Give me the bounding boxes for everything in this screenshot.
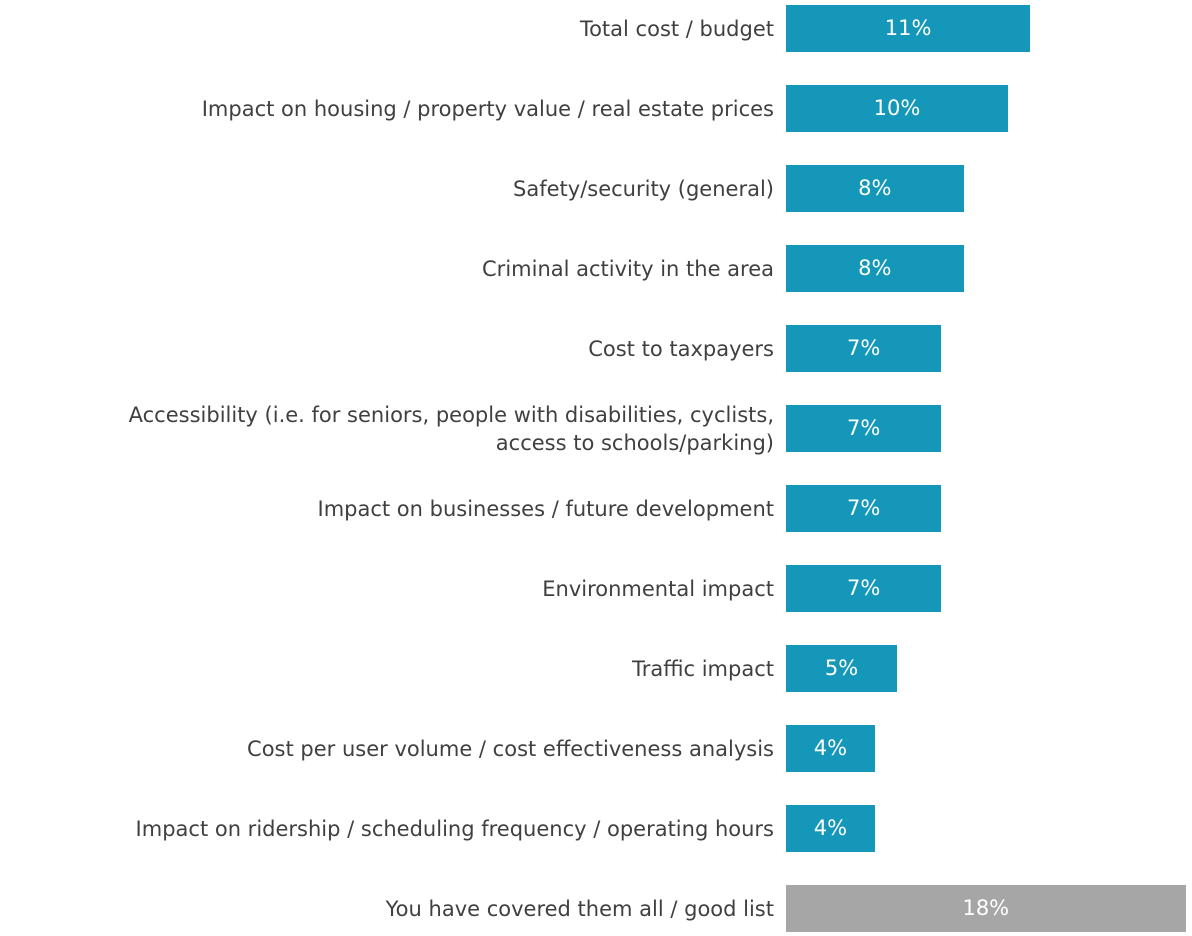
value-label: 8% <box>858 176 892 200</box>
bar <box>786 85 1008 132</box>
category-label: Total cost / budget <box>579 16 774 41</box>
value-label: 7% <box>847 416 881 440</box>
value-label: 7% <box>847 576 881 600</box>
value-label: 10% <box>873 96 921 120</box>
category-label: Safety/security (general) <box>513 176 774 201</box>
category-label: You have covered them all / good list <box>385 896 774 921</box>
category-label: Cost per user volume / cost effectivenes… <box>247 736 774 761</box>
bar <box>786 405 942 452</box>
category-label: Cost to taxpayers <box>588 336 774 361</box>
bar <box>786 805 875 852</box>
category-label: Criminal activity in the area <box>482 256 774 281</box>
bar <box>786 245 964 292</box>
value-label: 5% <box>824 656 859 680</box>
category-label: Environmental impact <box>542 576 774 601</box>
value-label: 7% <box>847 336 881 360</box>
bar <box>786 725 875 772</box>
value-label: 4% <box>813 736 848 760</box>
category-label: Accessibility (i.e. for seniors, people … <box>128 402 774 455</box>
value-label: 8% <box>858 256 892 280</box>
category-label: Impact on housing / property value / rea… <box>201 96 774 121</box>
bar <box>786 645 897 692</box>
bar <box>786 485 942 532</box>
bar <box>786 5 1031 52</box>
bar <box>786 325 942 372</box>
category-label: Traffic impact <box>631 656 774 681</box>
bar <box>786 885 1186 932</box>
value-label: 4% <box>813 816 848 840</box>
bar <box>786 565 942 612</box>
value-label: 7% <box>847 496 881 520</box>
category-label: Impact on ridership / scheduling frequen… <box>135 816 774 841</box>
category-label: Impact on businesses / future developmen… <box>317 496 775 521</box>
value-label: 11% <box>884 16 932 40</box>
bar <box>786 165 964 212</box>
value-label: 18% <box>962 896 1010 920</box>
